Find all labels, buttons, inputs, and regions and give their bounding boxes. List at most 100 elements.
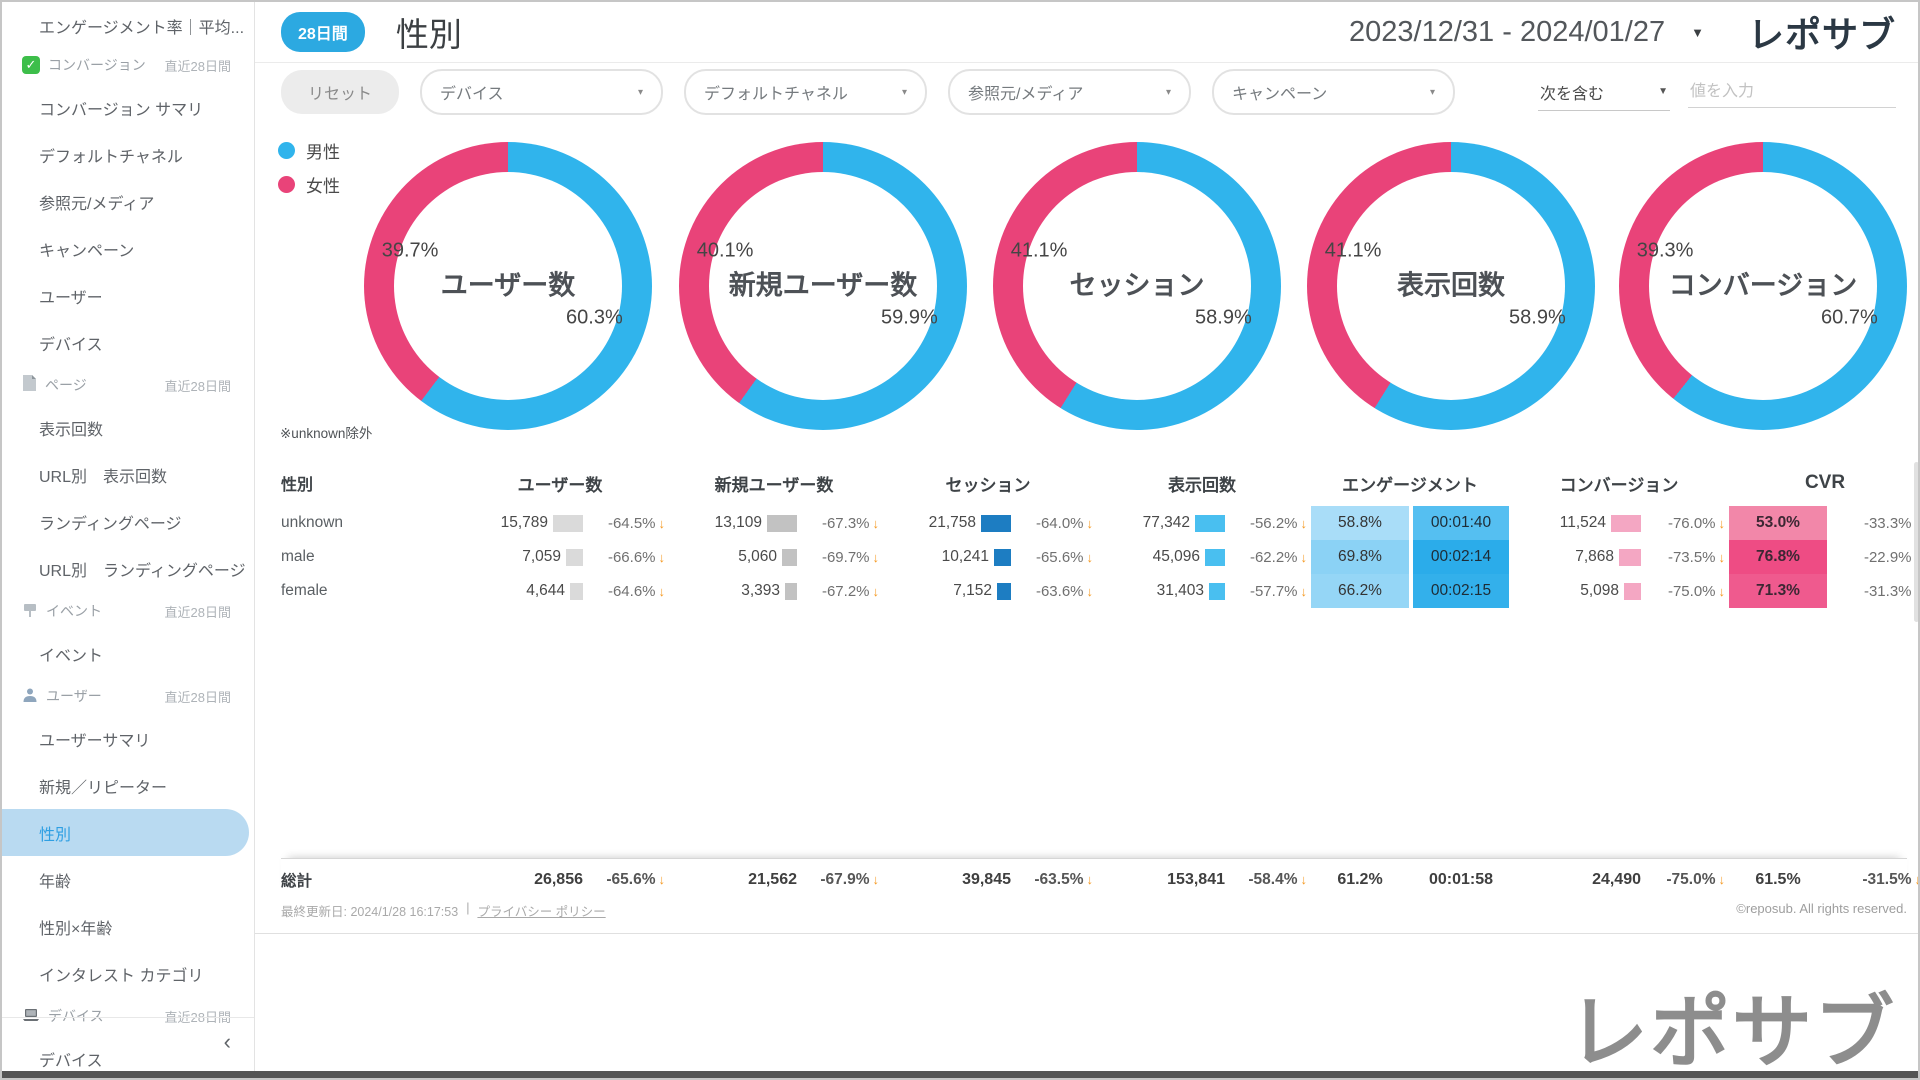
table-row-male[interactable]: male 7,059 -66.6% ↓ 5,060 -69.7% ↓ 10,241 -65.6%… xyxy=(281,540,1918,574)
sidebar-item-9[interactable]: 表示回数 xyxy=(39,421,104,439)
arrow-down-icon: ↓ xyxy=(872,583,880,599)
arrow-down-icon: ↓ xyxy=(1300,515,1308,531)
sidebar-section-label: デバイス xyxy=(48,1008,104,1024)
sidebar-section-period: 直近28日間 xyxy=(164,58,231,74)
date-range-picker[interactable]: 2023/12/31 - 2024/01/27 xyxy=(1349,15,1666,48)
sidebar-item-2[interactable]: コンバージョン サマリ xyxy=(39,101,204,119)
sidebar-item-23[interactable]: デバイス xyxy=(39,1052,103,1070)
donut-chart-3[interactable]: セッション 41.1% 58.9% xyxy=(993,142,1281,430)
reset-button[interactable]: リセット xyxy=(281,70,400,114)
sidebar-item-17[interactable]: 新規／リピーター xyxy=(39,779,168,797)
donut-title: 新規ユーザー数 xyxy=(728,270,918,301)
cell-totals-new_users-change: -67.9% ↓ xyxy=(801,871,879,889)
donut-chart-1[interactable]: ユーザー数 39.7% 60.3% xyxy=(364,142,652,430)
totals-users-value: 26,856 xyxy=(534,870,583,888)
cell-sessions-change: -63.6% ↓ xyxy=(1015,574,1093,608)
sidebar-item-0[interactable]: エンゲージメント率｜平均... xyxy=(39,20,245,37)
divider xyxy=(255,933,1918,934)
value-text: 5,098 xyxy=(1580,582,1619,599)
cell-totals-users-change: -65.6% ↓ xyxy=(587,871,665,889)
arrow-down-icon: ↓ xyxy=(1086,583,1094,599)
cell-engagement-rate: 66.2% xyxy=(1311,574,1409,608)
sidebar-item-10[interactable]: URL別 表示回数 xyxy=(39,468,168,486)
change-text: -63.5% xyxy=(1034,870,1084,888)
arrow-down-icon: ↓ xyxy=(1086,515,1094,531)
donut-hole xyxy=(709,172,937,400)
sidebar-item-11[interactable]: ランディングページ xyxy=(39,515,182,533)
chevron-down-icon: ▼ xyxy=(1658,86,1668,97)
filter-dropdown-2[interactable]: 参照元/メディア ▾ xyxy=(948,69,1192,115)
cell-sessions-change: -64.0% ↓ xyxy=(1015,506,1093,540)
conversion-checkbox-icon: ✓ xyxy=(22,56,40,74)
cell-sessions-value: 7,152 xyxy=(883,574,1011,608)
filter-dropdown-label: デバイス xyxy=(440,86,504,103)
donut-chart-2[interactable]: 新規ユーザー数 40.1% 59.9% xyxy=(679,142,967,430)
sidebar-item-6[interactable]: ユーザー xyxy=(39,289,103,307)
cell-engagement-time: 00:02:14 xyxy=(1413,540,1509,574)
gender-table: 性別 ユーザー数 新規ユーザー数 セッション 表示回数 エンゲージメント コンバージョン CV… xyxy=(281,460,1918,608)
cell-totals-conversions-change: -75.0% ↓ xyxy=(1645,871,1725,889)
filter-dropdown-0[interactable]: デバイス ▾ xyxy=(420,69,664,115)
sidebar-collapse-icon[interactable]: ‹ xyxy=(223,1028,231,1054)
sidebar-item-19[interactable]: 年齢 xyxy=(39,873,72,891)
sidebar-item-14[interactable]: イベント xyxy=(39,647,104,665)
donut-male-pct: 60.7% xyxy=(1821,306,1878,329)
cell-engagement-time: 00:02:15 xyxy=(1413,574,1509,608)
sidebar-item-20[interactable]: 性別×年齢 xyxy=(39,920,113,938)
change-text: -75.0% xyxy=(1666,870,1716,888)
donut-chart-5[interactable]: コンバージョン 39.3% 60.7% xyxy=(1619,142,1907,430)
value-text: 15,789 xyxy=(500,514,548,531)
cell-users-value: 15,789 xyxy=(455,506,583,540)
sidebar-item-18[interactable]: 性別 xyxy=(2,809,249,856)
filter-value-input[interactable] xyxy=(1688,76,1896,108)
sidebar-item-3[interactable]: デフォルトチャネル xyxy=(39,148,183,166)
sidebar-section-イベント: イベント 直近28日間 xyxy=(2,592,254,630)
sidebar-item-4[interactable]: 参照元/メディア xyxy=(39,195,155,213)
sidebar-item-7[interactable]: デバイス xyxy=(39,336,103,354)
col-header-ユーザー数: ユーザー数 xyxy=(517,475,603,495)
change-text: -69.7% xyxy=(821,548,870,566)
period-badge: 28日間 xyxy=(281,12,365,52)
cell-users-change: -66.6% ↓ xyxy=(587,540,665,574)
value-text: 77,342 xyxy=(1142,514,1190,531)
donut-female-pct: 39.7% xyxy=(381,239,439,262)
cell-cvr-change: -33.3%↓ xyxy=(1831,506,1918,540)
vertical-scrollbar[interactable] xyxy=(1914,462,1918,622)
change-text: -64.5% xyxy=(607,514,656,532)
legend-dot-icon xyxy=(278,176,295,193)
footer-separator: | xyxy=(466,901,470,915)
cell-sessions-value: 10,241 xyxy=(883,540,1011,574)
filter-dropdown-1[interactable]: デフォルトチャネル ▾ xyxy=(684,69,928,115)
match-type-label: 次を含む xyxy=(1540,85,1605,103)
filter-dropdowns: デバイス ▾ デフォルトチャネル ▾ 参照元/メディア ▾ キャンペーン ▾ xyxy=(399,69,1456,115)
match-type-select[interactable]: 次を含む ▼ xyxy=(1538,74,1670,111)
event-icon xyxy=(22,602,38,621)
cell-totals-cvr-change: -31.5%↓ xyxy=(1831,871,1918,889)
sidebar-item-21[interactable]: インタレスト カテゴリ xyxy=(39,967,204,985)
chart-note: ※unknown除外 xyxy=(280,426,373,441)
table-row-unknown[interactable]: unknown 15,789 -64.5% ↓ 13,109 -67.3% ↓ 21,758-… xyxy=(281,506,1918,540)
arrow-down-icon: ↓ xyxy=(1718,872,1726,887)
table-row-female[interactable]: female 4,644 -64.6% ↓ 3,393 -67.2% ↓ 7,152 -63.6… xyxy=(281,574,1918,608)
cell-totals-views-change: -58.4% ↓ xyxy=(1229,871,1307,889)
filter-dropdown-3[interactable]: キャンペーン ▾ xyxy=(1212,69,1456,115)
filter-bar: リセット デバイス ▾ デフォルトチャネル ▾ 参照元/メディア ▾ キャンペーン ▾ 次を含… xyxy=(255,63,1918,121)
date-caret-icon[interactable]: ▼ xyxy=(1691,24,1704,40)
cell-views-value: 31,403 xyxy=(1097,574,1225,608)
cell-new_users-change: -67.3% ↓ xyxy=(801,506,879,540)
sidebar-section-period: 直近28日間 xyxy=(164,689,231,705)
change-text: -75.0% xyxy=(1667,582,1716,600)
chevron-down-icon: ▾ xyxy=(901,86,908,98)
donut-chart-4[interactable]: 表示回数 41.1% 58.9% xyxy=(1307,142,1595,430)
value-text: 10,241 xyxy=(941,548,989,565)
sidebar-item-16[interactable]: ユーザーサマリ xyxy=(39,732,151,750)
cell-new_users-value: 13,109 xyxy=(669,506,797,540)
sidebar-item-12[interactable]: URL別 ランディングページ xyxy=(39,562,246,580)
col-header-セッション: セッション xyxy=(945,475,1031,495)
arrow-down-icon: ↓ xyxy=(658,872,666,887)
value-text: 31,403 xyxy=(1156,582,1204,599)
sidebar-item-5[interactable]: キャンペーン xyxy=(39,242,135,260)
cell-conversions-change: -75.0% ↓ xyxy=(1645,574,1725,608)
privacy-policy-link[interactable]: プライバシー ポリシー xyxy=(477,905,606,919)
header: 28日間 性別 2023/12/31 - 2024/01/27 ▼ レポサブ xyxy=(255,2,1918,63)
